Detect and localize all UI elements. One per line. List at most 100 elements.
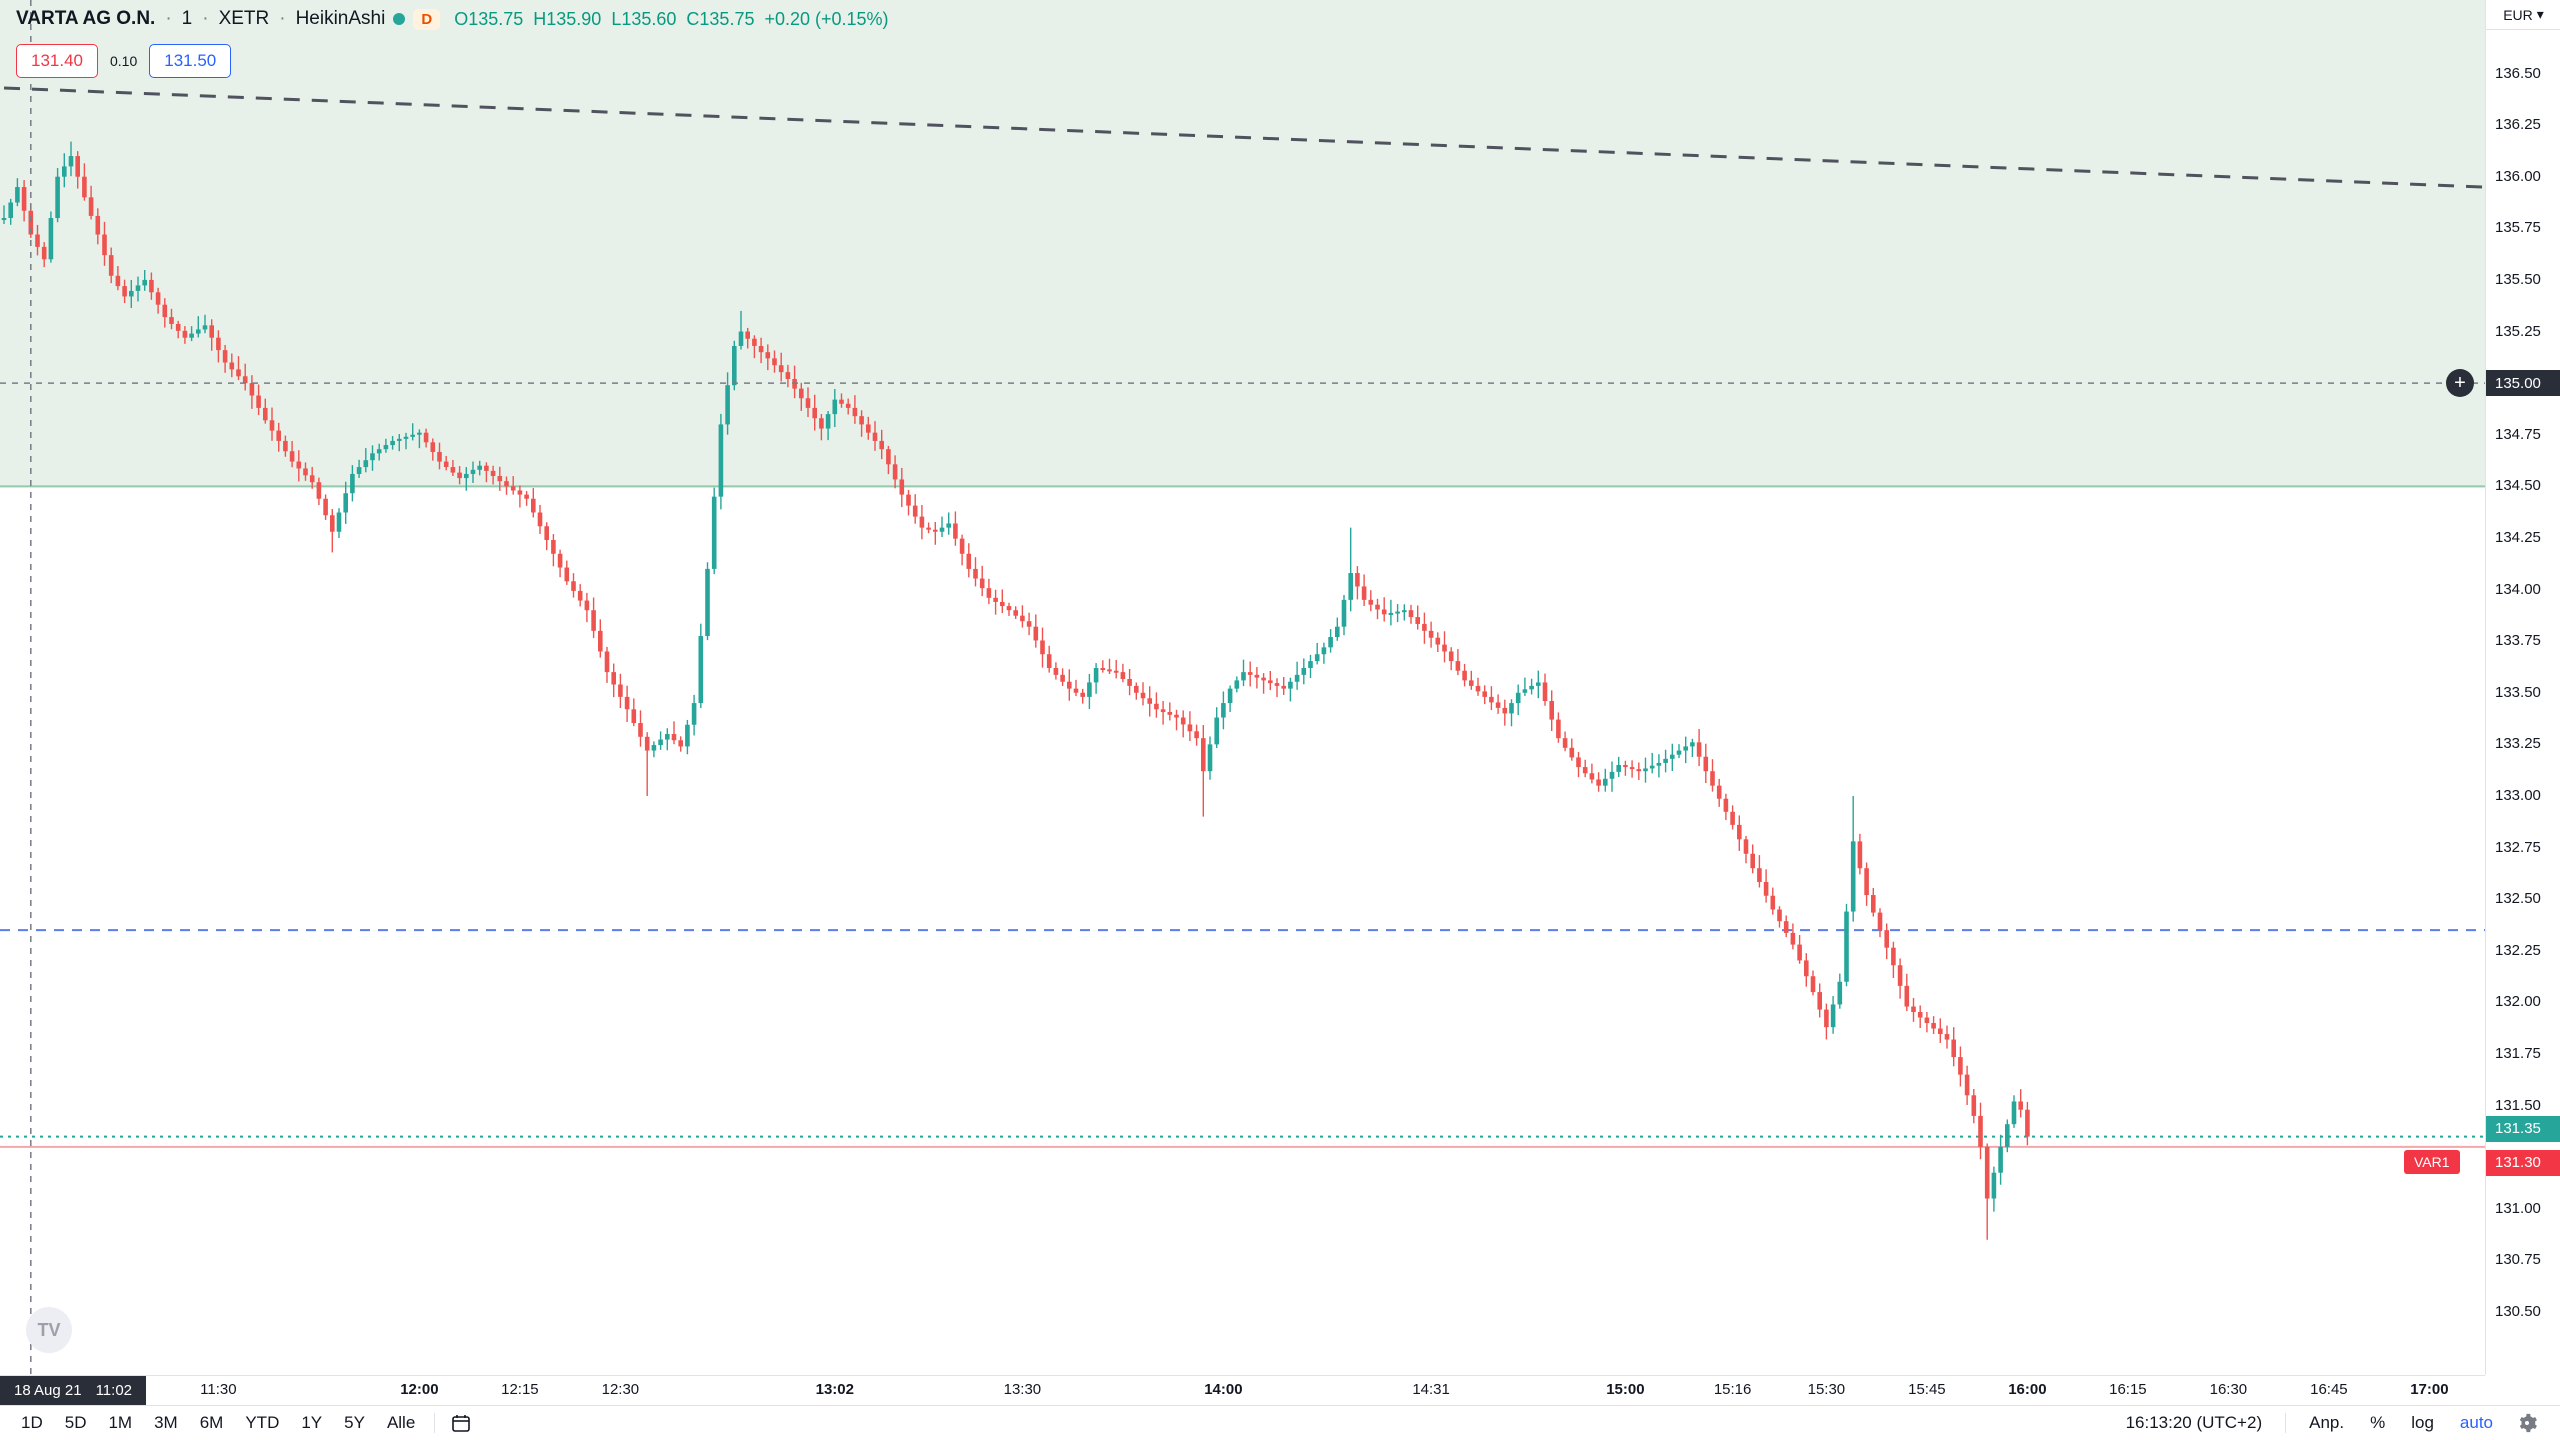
- candle-body: [162, 304, 168, 318]
- candle-body: [1227, 688, 1233, 704]
- candle-body: [671, 734, 677, 741]
- price-tick-label: 134.00: [2495, 580, 2541, 598]
- clock-timezone-button[interactable]: 16:13:20 (UTC+2): [2125, 1413, 2263, 1432]
- log-scale-button[interactable]: log: [2411, 1413, 2434, 1432]
- trend-line: [3, 86, 2484, 189]
- legend-separator: ·: [202, 8, 209, 29]
- candlestick-chart[interactable]: [0, 0, 2485, 1375]
- range-button-1y[interactable]: 1Y: [301, 1413, 323, 1432]
- candle-body: [1850, 841, 1856, 912]
- crosshair-date-label: 18 Aug 21 11:02: [0, 1376, 147, 1405]
- price-tick-label: 134.50: [2495, 477, 2541, 495]
- percent-scale-button[interactable]: %: [2370, 1413, 2386, 1432]
- candle-body: [1897, 965, 1903, 986]
- candle-body: [1127, 678, 1132, 686]
- candle-body: [732, 345, 737, 386]
- sell-button[interactable]: 131.40: [16, 44, 98, 78]
- candle-body: [598, 630, 603, 652]
- range-button-5d[interactable]: 5D: [64, 1413, 87, 1432]
- candle-body: [122, 286, 127, 297]
- range-button-5y[interactable]: 5Y: [344, 1413, 365, 1432]
- range-button-alle[interactable]: Alle: [386, 1413, 416, 1432]
- interval-label[interactable]: 1: [181, 8, 193, 29]
- adjust-button[interactable]: Anp.: [2309, 1413, 2345, 1432]
- candle-body: [289, 451, 295, 462]
- candle-body: [879, 440, 884, 450]
- candle-body: [1904, 985, 1910, 1007]
- legend-separator: ·: [165, 8, 172, 29]
- candle-body: [1, 217, 7, 220]
- candle-body: [698, 635, 704, 704]
- time-tick-label: 15:16: [1713, 1381, 1752, 1398]
- candle-body: [296, 461, 302, 469]
- symbol-name[interactable]: VARTA AG O.N.: [16, 8, 156, 29]
- candle-body: [1013, 610, 1018, 616]
- tradingview-logo-icon[interactable]: TV: [26, 1307, 72, 1353]
- candle-body: [1536, 682, 1541, 686]
- range-button-6m[interactable]: 6M: [199, 1413, 224, 1432]
- candle-body: [1603, 778, 1608, 786]
- price-tick-label: 132.25: [2495, 941, 2541, 959]
- buy-button[interactable]: 131.50: [149, 44, 232, 78]
- currency-selector[interactable]: EUR ▾: [2486, 0, 2560, 30]
- candle-body: [182, 330, 188, 338]
- range-button-1m[interactable]: 1M: [108, 1413, 133, 1432]
- candle-body: [517, 490, 523, 495]
- candle-body: [1757, 868, 1762, 882]
- candle-body: [1355, 573, 1360, 587]
- candle-body: [115, 275, 121, 287]
- add-alert-plus-button[interactable]: +: [2446, 369, 2474, 398]
- range-button-3m[interactable]: 3M: [154, 1413, 178, 1432]
- daily-badge[interactable]: D: [413, 8, 441, 30]
- candle-body: [1247, 672, 1253, 675]
- crosshair-date: 18 Aug 21: [14, 1382, 82, 1399]
- candle-body: [886, 449, 891, 465]
- candle-body: [524, 494, 529, 499]
- time-tick-label: 14:31: [1412, 1381, 1450, 1398]
- candle-body: [1556, 719, 1561, 739]
- exchange-label: XETR: [218, 8, 270, 29]
- candle-body: [866, 424, 871, 433]
- candle-body: [129, 290, 134, 297]
- candle-body: [618, 684, 623, 697]
- candle-body: [644, 736, 650, 751]
- candle-body: [330, 515, 335, 532]
- go-to-date-button[interactable]: [443, 1409, 479, 1437]
- chart-pane[interactable]: VARTA AG O.N. · 1 · XETR · HeikinAshi D …: [0, 0, 2485, 1375]
- candle-body: [175, 323, 181, 331]
- candle-body: [959, 538, 965, 554]
- candle-body: [108, 255, 114, 276]
- candle-body: [1804, 960, 1809, 977]
- range-button-ytd[interactable]: YTD: [245, 1413, 280, 1432]
- time-axis[interactable]: 11:30 12:00 12:15 12:30 13:02 13:30 14:00 14:31…: [0, 1375, 2485, 1405]
- candle-body: [1824, 1009, 1829, 1028]
- candle-body: [242, 376, 248, 384]
- settings-gear-button[interactable]: [2508, 1408, 2546, 1438]
- auto-scale-button[interactable]: auto: [2459, 1413, 2493, 1432]
- candle-body: [933, 529, 938, 532]
- candle-body: [410, 434, 415, 437]
- candle-body: [564, 567, 570, 582]
- candle-body: [62, 166, 67, 177]
- range-button-1d[interactable]: 1D: [21, 1413, 43, 1432]
- candle-body: [1288, 681, 1293, 689]
- symbol-legend[interactable]: VARTA AG O.N. · 1 · XETR · HeikinAshi D …: [16, 8, 889, 30]
- candle-body: [1951, 1039, 1956, 1058]
- price-tick-label: 136.00: [2495, 167, 2541, 185]
- candle-body: [1040, 640, 1045, 655]
- candle-body: [41, 246, 47, 260]
- candle-body: [1877, 912, 1883, 931]
- candle-body: [1154, 703, 1159, 710]
- candle-body: [1335, 626, 1340, 638]
- candle-body: [966, 553, 972, 569]
- candle-body: [1562, 738, 1568, 748]
- candle-body: [2025, 1109, 2030, 1137]
- price-tick-label: 133.25: [2495, 735, 2541, 753]
- price-axis[interactable]: EUR ▾ 136.50 136.25 136.00 135.75 135.50 135.…: [2485, 0, 2560, 1375]
- candle-body: [1462, 670, 1467, 681]
- time-tick-label: 12:00: [400, 1381, 439, 1398]
- price-tick-label: 135.25: [2495, 322, 2541, 340]
- candle-body: [1817, 992, 1822, 1010]
- crosshair-price-label: 135.00: [2486, 370, 2560, 397]
